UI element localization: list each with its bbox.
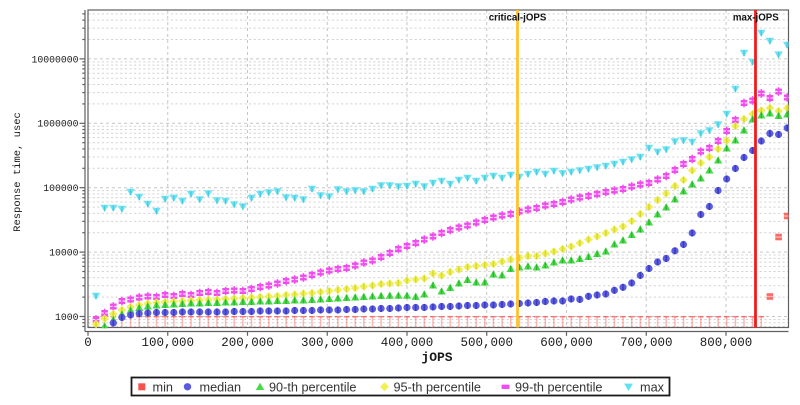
svg-text:99-th percentile: 99-th percentile [515, 380, 602, 394]
svg-text:500,000: 500,000 [460, 336, 513, 350]
svg-text:95-th percentile: 95-th percentile [394, 380, 481, 394]
svg-text:700,000: 700,000 [620, 336, 673, 350]
svg-text:100000: 100000 [43, 183, 78, 194]
svg-text:1000: 1000 [55, 312, 79, 323]
svg-text:1000000: 1000000 [37, 119, 78, 130]
svg-text:median: median [200, 380, 242, 394]
svg-text:10000000: 10000000 [31, 54, 78, 65]
svg-text:100,000: 100,000 [141, 336, 194, 350]
svg-text:200,000: 200,000 [221, 336, 274, 350]
svg-text:0: 0 [84, 336, 92, 350]
svg-text:90-th percentile: 90-th percentile [269, 380, 356, 394]
svg-text:400,000: 400,000 [381, 336, 434, 350]
svg-text:critical-jOPS: critical-jOPS [489, 13, 547, 24]
svg-text:max-jOPS: max-jOPS [733, 13, 779, 24]
svg-text:10000: 10000 [49, 248, 79, 259]
svg-text:300,000: 300,000 [301, 336, 354, 350]
svg-text:jOPS: jOPS [421, 350, 452, 365]
svg-text:Response time, usec: Response time, usec [12, 112, 24, 232]
svg-text:max: max [640, 380, 665, 394]
svg-text:600,000: 600,000 [540, 336, 593, 350]
svg-text:min: min [153, 380, 173, 394]
svg-text:800,000: 800,000 [700, 336, 753, 350]
